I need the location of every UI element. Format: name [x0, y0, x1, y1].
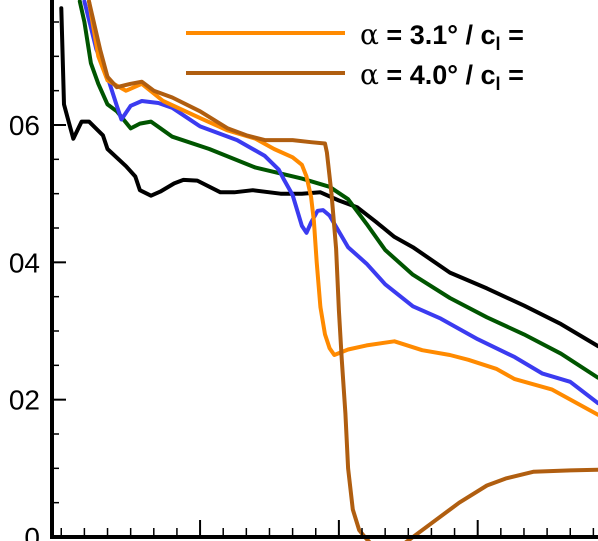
- alpha-symbol: α: [360, 58, 379, 91]
- y-tick-label: 02: [9, 385, 40, 416]
- series-line-s1: [59, 6, 598, 349]
- y-tick-label: 06: [9, 110, 40, 141]
- legend-subscript: l: [496, 74, 501, 94]
- legend-tail: =: [501, 60, 524, 90]
- series-layer: [59, 0, 598, 541]
- series-line-s2: [77, 0, 598, 380]
- legend-text: = 4.0° / c: [379, 60, 496, 90]
- legend-text: = 3.1° / c: [379, 20, 496, 50]
- legend-tail: =: [501, 20, 524, 50]
- legend: α = 3.1° / cl =α = 4.0° / cl =: [186, 18, 524, 94]
- y-tick-label: 0: [24, 522, 40, 541]
- axes-layer: 06 04 02 0: [9, 0, 598, 541]
- series-line-s5: [87, 0, 598, 541]
- legend-label-s5: α = 4.0° / cl =: [360, 58, 524, 94]
- y-tick-label: 04: [9, 247, 40, 278]
- alpha-symbol: α: [360, 18, 379, 51]
- series-line-s4: [87, 0, 598, 417]
- legend-subscript: l: [496, 34, 501, 54]
- legend-label-s4: α = 3.1° / cl =: [360, 18, 524, 54]
- series-line-s3: [82, 0, 598, 406]
